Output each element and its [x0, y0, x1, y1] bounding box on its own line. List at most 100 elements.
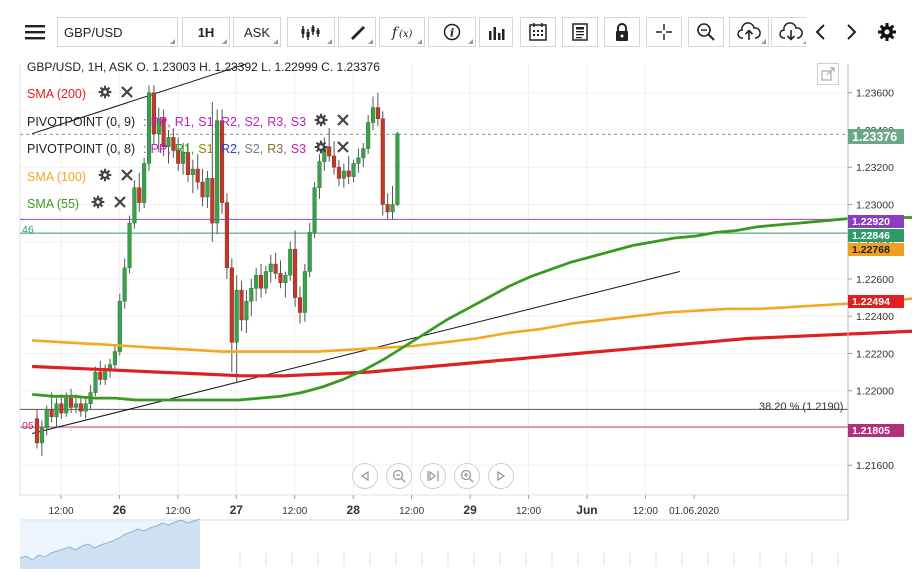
candle — [254, 267, 259, 302]
candle — [361, 142, 366, 168]
timeframe-value: 1H — [197, 24, 215, 40]
sma-55-line — [31, 216, 912, 402]
candle-body — [137, 187, 142, 203]
zoom-button[interactable] — [688, 17, 724, 47]
legend-sma-100-label: SMA (100) — [27, 169, 87, 184]
crosshair-icon — [656, 24, 672, 40]
chart-type-button[interactable] — [287, 17, 335, 47]
scroll-back-button[interactable] — [806, 17, 836, 47]
scroll-forward-button[interactable] — [836, 17, 866, 47]
candle — [93, 366, 98, 397]
candle — [103, 364, 108, 386]
candle — [176, 137, 181, 171]
legend-pivot-9[interactable]: PIVOTPOINT (0, 9) : PP, R1, S1, R2, S2, … — [27, 113, 350, 130]
download-button[interactable] — [771, 17, 811, 47]
x-tick-label: 12:00 — [633, 506, 658, 517]
candle — [307, 223, 312, 278]
candle-body — [239, 289, 244, 321]
legend-sma-55[interactable]: SMA (55) — [27, 195, 127, 212]
legend-pivot-8-label: PIVOTPOINT (0, 8) — [27, 141, 136, 156]
x-tick-label: 12:00 — [399, 506, 424, 517]
crosshair-button[interactable] — [646, 17, 682, 47]
gear-icon[interactable] — [91, 195, 105, 212]
candle — [161, 109, 166, 157]
close-icon[interactable] — [336, 140, 350, 157]
candle-body — [117, 301, 122, 352]
toolbar: GBP/USD 1H ASK f (x) i — [0, 0, 912, 64]
candle-body — [205, 178, 210, 198]
gear-icon[interactable] — [314, 113, 328, 130]
legend-pivot-8[interactable]: PIVOTPOINT (0, 8) : PP, R1, S1, R2, S2, … — [27, 140, 350, 157]
function-button[interactable]: f (x) — [379, 17, 425, 47]
gear-icon[interactable] — [98, 85, 112, 102]
menu-icon — [25, 25, 45, 40]
candle-body — [332, 155, 337, 168]
left-edge-label: 05 — [22, 420, 34, 432]
candle-body — [156, 118, 161, 134]
expand-button[interactable] — [817, 63, 839, 85]
candle — [210, 102, 215, 242]
candle-body — [224, 202, 229, 269]
last-price-badge: 1.23376 — [848, 129, 904, 144]
legend-pivot-8-r2: R2 — [221, 141, 238, 156]
candle-body — [93, 371, 98, 393]
gear-icon[interactable] — [98, 168, 112, 185]
legend-pivot-8-s1: S1 — [198, 141, 214, 156]
x-tick-label: 12:00 — [282, 506, 307, 517]
close-icon[interactable] — [120, 168, 134, 185]
candle — [166, 129, 171, 164]
volume-button[interactable] — [479, 17, 513, 47]
zoom-out-button[interactable] — [386, 463, 412, 489]
price-badge: 1.21805 — [848, 424, 904, 437]
candle — [195, 154, 200, 190]
candle — [122, 258, 127, 309]
zoom-in-icon — [460, 469, 474, 483]
candle-body — [181, 152, 186, 164]
reset-zoom-button[interactable] — [420, 463, 446, 489]
legend-sma-200[interactable]: SMA (200) — [27, 85, 134, 102]
candle-body — [341, 170, 346, 179]
candle-body — [258, 274, 264, 289]
info-button[interactable]: i — [428, 17, 476, 47]
timeframe-select[interactable]: 1H — [182, 17, 230, 47]
chart-type-icon — [301, 25, 320, 40]
calendar-button[interactable] — [520, 17, 556, 47]
candle — [341, 163, 346, 188]
symbol-select[interactable]: GBP/USD — [57, 17, 178, 47]
candle — [356, 148, 361, 173]
legend-sma-100[interactable]: SMA (100) — [27, 168, 134, 185]
candle — [380, 111, 385, 216]
candle-body — [200, 181, 205, 198]
candle-body — [78, 403, 83, 412]
price-side-select[interactable]: ASK — [233, 17, 281, 47]
candle-body — [49, 409, 54, 418]
settings-button[interactable] — [872, 17, 902, 47]
y-tick-label: 1.23000 — [856, 199, 894, 211]
lock-button[interactable] — [604, 17, 640, 47]
close-icon[interactable] — [336, 113, 350, 130]
candle-body — [288, 248, 293, 276]
zoom-in-button[interactable] — [454, 463, 480, 489]
candle-body — [122, 267, 127, 302]
candle — [278, 260, 283, 289]
menu-button[interactable] — [16, 17, 54, 47]
news-button[interactable] — [562, 17, 598, 47]
draw-button[interactable] — [338, 17, 376, 47]
navigator-area — [20, 519, 200, 569]
upload-button[interactable] — [729, 17, 769, 47]
close-icon[interactable] — [120, 85, 134, 102]
x-tick-label: 26 — [113, 503, 127, 517]
scroll-left-button[interactable] — [352, 463, 378, 489]
gear-icon[interactable] — [314, 140, 328, 157]
candle — [137, 172, 142, 212]
x-tick-label: 28 — [347, 503, 361, 517]
price-badge: 1.22920 — [848, 215, 904, 228]
scroll-right-button[interactable] — [488, 463, 514, 489]
reference-lines — [20, 133, 848, 428]
candle — [69, 388, 74, 414]
candle — [112, 344, 117, 371]
candle-body — [210, 178, 215, 224]
close-icon[interactable] — [113, 195, 127, 212]
navigator-line — [19, 518, 200, 561]
